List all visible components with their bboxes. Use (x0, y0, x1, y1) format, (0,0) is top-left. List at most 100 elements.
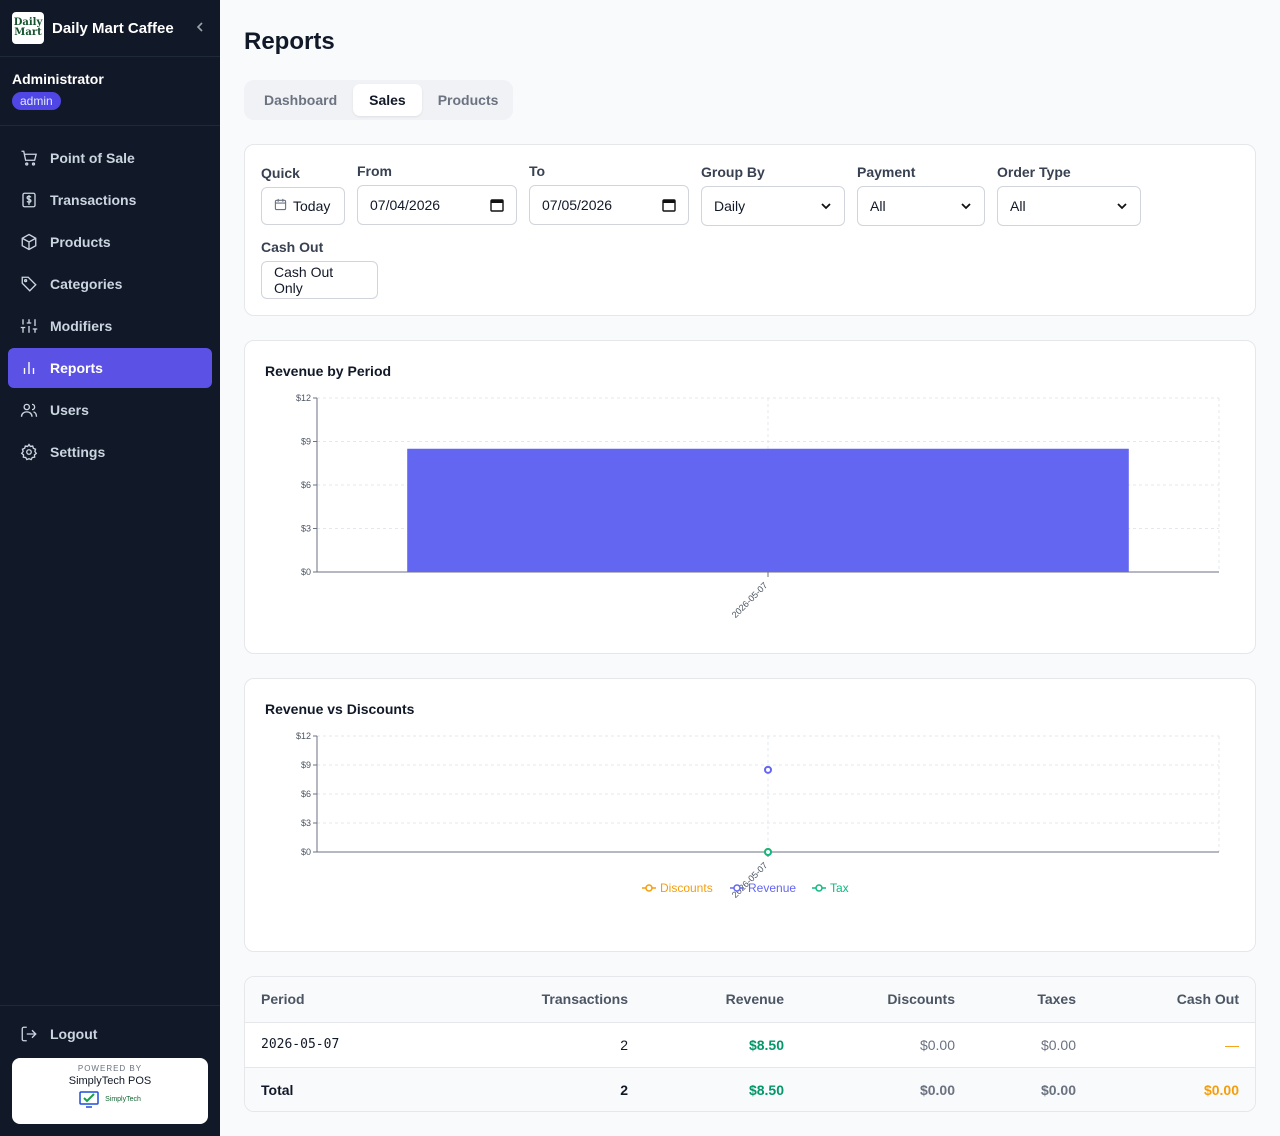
sidebar-item-modifiers[interactable]: Modifiers (8, 306, 212, 346)
logout-button[interactable]: Logout (8, 1014, 212, 1054)
y-tick-label: $9 (301, 437, 311, 447)
y-tick-label: $6 (301, 789, 311, 799)
column-header-discounts: Discounts (800, 977, 971, 1023)
cell-total-label: Total (245, 1066, 485, 1111)
data-point (764, 765, 772, 774)
to-label: To (529, 163, 546, 179)
chevron-down-icon (1116, 199, 1128, 215)
sidebar-item-reports[interactable]: Reports (8, 348, 212, 388)
calendar-icon[interactable] (490, 198, 504, 215)
payment-value: All (870, 198, 886, 214)
gear-icon (20, 443, 38, 461)
legend-label: Revenue (748, 881, 796, 895)
main-content: Reports Dashboard Sales Products Quick T… (220, 0, 1280, 1136)
sidebar-item-label: Transactions (50, 192, 137, 208)
cell-total-discounts: $0.00 (800, 1066, 971, 1111)
chevron-down-icon (960, 199, 972, 215)
y-tick-label: $3 (301, 818, 311, 828)
order-type-label: Order Type (997, 164, 1071, 180)
user-name: Administrator (12, 71, 104, 87)
box-icon (20, 233, 38, 251)
today-button-label: Today (293, 198, 331, 214)
sales-table-card: Period Transactions Revenue Discounts Ta… (244, 976, 1256, 1112)
logo-text-line1: Daily (13, 17, 43, 28)
today-button[interactable]: Today (261, 187, 345, 225)
group-by-select[interactable]: Daily (701, 186, 845, 226)
sidebar-item-label: Point of Sale (50, 150, 135, 166)
legend-marker (733, 884, 741, 892)
powered-by-name: SimplyTech POS (68, 1075, 152, 1087)
legend-label: Tax (830, 881, 849, 895)
sidebar-item-products[interactable]: Products (8, 222, 212, 262)
sidebar-item-label: Products (50, 234, 111, 250)
data-point (764, 848, 772, 856)
cell-total-revenue: $8.50 (644, 1066, 800, 1111)
cash-out-label: Cash Out (261, 239, 324, 255)
order-type-select[interactable]: All (997, 186, 1141, 226)
legend-label: Discounts (660, 881, 713, 895)
dollar-doc-icon (20, 191, 38, 209)
sidebar-item-label: Settings (50, 444, 106, 460)
chevron-down-icon (820, 199, 832, 215)
x-tick-label: 2026-05-07 (730, 580, 770, 620)
cash-out-only-button[interactable]: Cash Out Only (261, 261, 378, 299)
sidebar-item-settings[interactable]: Settings (8, 432, 212, 472)
y-tick-label: $3 (301, 524, 311, 534)
cell-total-transactions: 2 (485, 1066, 644, 1111)
sidebar-item-label: Modifiers (50, 318, 113, 334)
logout-icon (20, 1025, 38, 1043)
sidebar-item-label: Users (50, 402, 89, 418)
collapse-sidebar-chevron-icon[interactable] (192, 20, 208, 36)
to-date-input[interactable]: 07/05/2026 (529, 185, 689, 225)
logout-label: Logout (50, 1026, 98, 1042)
cell-revenue: $8.50 (748, 1036, 784, 1053)
calendar-icon (274, 198, 287, 214)
from-label: From (357, 163, 392, 179)
calendar-icon[interactable] (662, 198, 676, 215)
y-tick-label: $0 (301, 567, 311, 577)
cell-period: 2026-05-07 (261, 1037, 340, 1052)
y-tick-label: $9 (301, 760, 311, 770)
table-row: 2026-05-07 2 $8.50 $0.00 $0.00 — (245, 1022, 1255, 1067)
from-date-value: 07/04/2026 (370, 197, 441, 213)
bar (407, 448, 1129, 572)
users-icon (20, 401, 38, 419)
sidebar-item-point-of-sale[interactable]: Point of Sale (8, 138, 212, 178)
from-date-input[interactable]: 07/04/2026 (357, 185, 517, 225)
report-tabs: Dashboard Sales Products (244, 80, 513, 120)
payment-select[interactable]: All (857, 186, 985, 226)
column-header-taxes: Taxes (971, 977, 1092, 1023)
sliders-icon (20, 317, 38, 335)
tab-sales[interactable]: Sales (353, 84, 422, 116)
chart-title: Revenue by Period (265, 363, 392, 379)
to-date-value: 07/05/2026 (542, 197, 613, 213)
bar-chart-icon (20, 359, 38, 377)
role-badge: admin (12, 92, 61, 110)
page-title: Reports (244, 28, 335, 55)
group-by-label: Group By (701, 164, 765, 180)
sidebar-item-users[interactable]: Users (8, 390, 212, 430)
quick-label: Quick (261, 165, 300, 181)
powered-by-label: POWERED BY (77, 1064, 143, 1073)
column-header-transactions: Transactions (485, 977, 644, 1023)
payment-label: Payment (857, 164, 916, 180)
y-tick-label: $6 (301, 480, 311, 490)
sidebar: Daily Mart Daily Mart Caffee Administrat… (0, 0, 220, 1136)
sidebar-item-categories[interactable]: Categories (8, 264, 212, 304)
table-header-row: Period Transactions Revenue Discounts Ta… (245, 977, 1255, 1023)
sidebar-item-label: Categories (50, 276, 123, 292)
revenue-by-period-card: Revenue by Period $0 $3 $6 $9 $12 2026-05-07 (244, 340, 1256, 654)
monitor-check-icon (79, 1091, 99, 1108)
order-type-value: All (1010, 198, 1026, 214)
revenue-vs-discounts-card: Revenue vs Discounts $0 $3 $6 $9 $12 2026-05-… (244, 678, 1256, 952)
tab-products[interactable]: Products (437, 92, 499, 108)
column-header-cash-out: Cash Out (1092, 977, 1255, 1023)
cell-taxes: $0.00 (1040, 1036, 1076, 1053)
tab-dashboard[interactable]: Dashboard (264, 92, 338, 108)
brand-name: Daily Mart Caffee (52, 19, 174, 37)
brand-header: Daily Mart Daily Mart Caffee (0, 0, 220, 57)
y-tick-label: $12 (296, 731, 311, 741)
sidebar-item-transactions[interactable]: Transactions (8, 180, 212, 220)
brand-logo: Daily Mart (12, 12, 44, 44)
cell-discounts: $0.00 (919, 1036, 955, 1053)
